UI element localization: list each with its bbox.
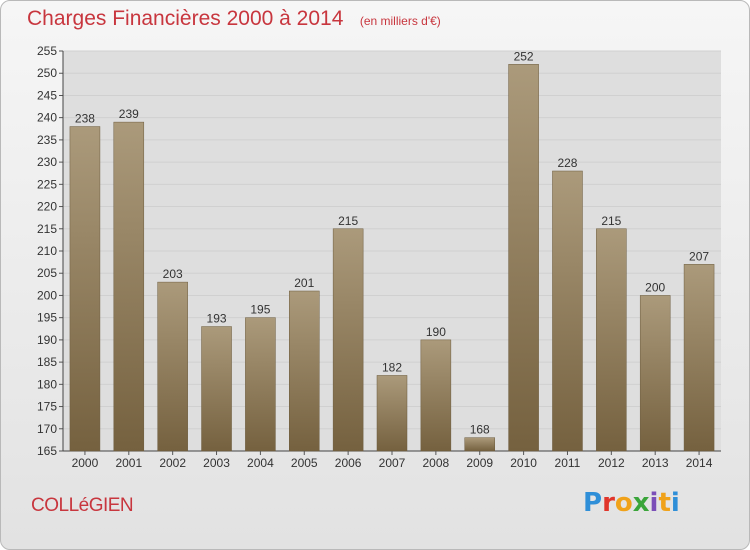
y-tick-label: 205 [37, 266, 57, 280]
proxiti-logo: Proxiti [583, 488, 680, 518]
title-row: Charges Financières 2000 à 2014 (en mill… [27, 7, 441, 31]
x-tick-label: 2010 [510, 456, 537, 470]
y-tick-label: 180 [37, 377, 57, 391]
chart-title: Charges Financières 2000 à 2014 [27, 7, 344, 30]
bar-value-label: 201 [294, 276, 314, 290]
logo-letter: r [602, 488, 615, 518]
x-tick-label: 2003 [203, 456, 230, 470]
x-tick-label: 2013 [642, 456, 669, 470]
y-tick-label: 195 [37, 311, 57, 325]
y-tick-label: 175 [37, 400, 57, 414]
bar [596, 228, 627, 452]
bar [157, 281, 188, 452]
bar-value-label: 200 [645, 280, 665, 294]
bar-value-label: 195 [250, 303, 270, 317]
bar-value-label: 228 [557, 156, 577, 170]
bar-value-label: 215 [338, 214, 358, 228]
x-tick-label: 2009 [466, 456, 493, 470]
x-tick-label: 2014 [686, 456, 713, 470]
logo-letter: i [649, 488, 659, 518]
chart-subtitle: (en milliers d'€) [359, 14, 441, 28]
logo-letter: i [670, 488, 680, 518]
y-tick-label: 220 [37, 200, 57, 214]
x-tick-label: 2000 [72, 456, 99, 470]
x-tick-label: 2008 [423, 456, 450, 470]
bar [683, 264, 715, 452]
bar [552, 170, 583, 452]
logo-letter: t [658, 488, 671, 518]
x-tick-label: 2005 [291, 456, 318, 470]
bar-value-label: 182 [382, 360, 402, 374]
bar-value-label: 215 [601, 214, 621, 228]
bar-value-label: 190 [426, 325, 446, 339]
y-tick-label: 165 [37, 444, 57, 458]
y-tick-label: 250 [37, 66, 57, 80]
bar-value-label: 168 [470, 423, 490, 437]
y-tick-label: 235 [37, 133, 57, 147]
y-tick-label: 170 [37, 422, 57, 436]
bar [639, 295, 671, 452]
bar-value-label: 239 [119, 107, 139, 121]
bar-value-label: 207 [689, 249, 709, 263]
bar [245, 317, 276, 452]
bar [69, 126, 101, 452]
x-tick-label: 2011 [555, 456, 581, 470]
bar-value-label: 238 [75, 112, 95, 126]
y-tick-label: 190 [37, 333, 57, 347]
x-tick-label: 2001 [115, 456, 142, 470]
commune-name: COLLéGIEN [31, 495, 134, 516]
x-tick-label: 2012 [598, 456, 625, 470]
logo-letter: P [583, 488, 603, 518]
y-tick-label: 230 [37, 155, 57, 169]
logo-letter: o [614, 488, 633, 518]
logo-letter: x [632, 488, 650, 518]
bar [420, 339, 452, 452]
bar-value-label: 252 [514, 49, 534, 63]
x-tick-label: 2004 [247, 456, 274, 470]
bar [332, 228, 364, 452]
y-tick-label: 240 [37, 111, 57, 125]
bar [464, 437, 495, 452]
y-tick-label: 245 [37, 88, 57, 102]
bar-value-label: 203 [163, 267, 183, 281]
bar-value-label: 193 [207, 312, 227, 326]
bar [376, 375, 408, 452]
x-tick-label: 2006 [335, 456, 362, 470]
x-tick-label: 2002 [159, 456, 186, 470]
bar [508, 64, 539, 452]
y-tick-label: 210 [37, 244, 57, 258]
y-tick-label: 185 [37, 355, 57, 369]
y-tick-label: 200 [37, 288, 57, 302]
y-tick-label: 255 [37, 44, 57, 58]
bar [201, 326, 232, 452]
bar [113, 121, 145, 452]
y-tick-label: 215 [37, 222, 57, 236]
x-tick-label: 2007 [379, 456, 406, 470]
bar [289, 290, 320, 452]
y-tick-label: 225 [37, 177, 57, 191]
